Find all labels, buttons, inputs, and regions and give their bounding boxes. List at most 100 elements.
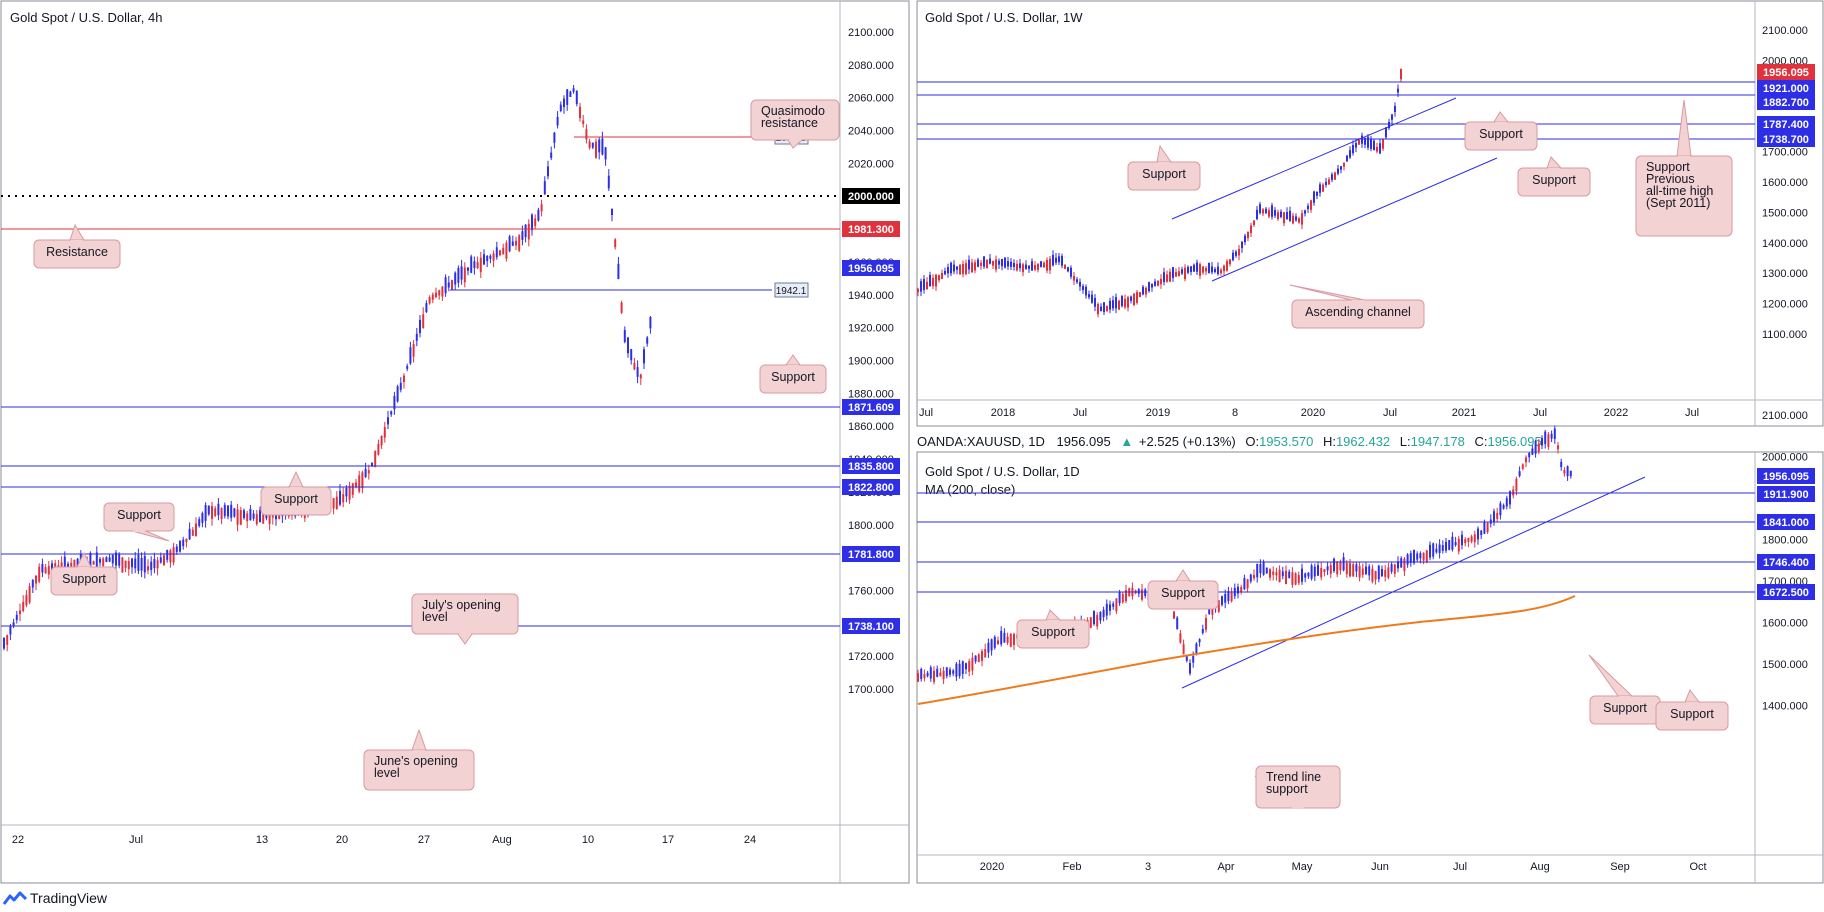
callout-label: Support (1532, 173, 1576, 187)
tradingview-brand: TradingView (30, 890, 108, 906)
candle-body (383, 426, 386, 438)
candle-body (1249, 574, 1252, 582)
candle-body (15, 614, 18, 621)
candle-body (953, 264, 955, 272)
x-tick-label: Sep (1610, 861, 1630, 873)
candle-body (473, 261, 476, 269)
candle-body (1518, 471, 1521, 477)
candle-body (201, 513, 204, 523)
tradingview-logo-icon (2, 891, 28, 905)
candle-body (1379, 143, 1381, 154)
candle-body (614, 239, 617, 248)
candle-body (1006, 636, 1009, 643)
candle-body (598, 139, 601, 153)
candle-body (1394, 105, 1396, 113)
candle-body (243, 510, 245, 518)
candle-body (492, 253, 495, 261)
candle-body (1009, 633, 1012, 647)
candle-body (1141, 589, 1143, 600)
candle-body (1275, 572, 1278, 576)
candle-body (1001, 259, 1003, 267)
x-tick-label: 2018 (991, 407, 1015, 419)
candle-body (1043, 262, 1045, 268)
daily-panel-border (916, 451, 1824, 884)
candle-body (1425, 550, 1428, 563)
candle-body (1040, 261, 1042, 267)
svg-text:OANDA:XAUUSD, 1D 1956.09: OANDA:XAUUSD, 1D 1956.095 ▲ +2.525 (+0.1… (917, 434, 1542, 449)
candle-body (1274, 209, 1276, 216)
candle-body (1283, 212, 1285, 224)
candle-body (454, 272, 457, 285)
candle-body (1397, 561, 1399, 569)
candle-body (1085, 286, 1087, 296)
candle-body (1326, 566, 1329, 571)
candle-body (935, 274, 937, 287)
candle-body (1349, 150, 1351, 158)
level-tag-box (1757, 94, 1815, 110)
candle-body (1175, 272, 1177, 277)
candle-body (41, 564, 44, 573)
candle-body (1148, 282, 1150, 292)
level-tag-label: 1738.700 (1763, 134, 1809, 146)
candle-body (1230, 592, 1233, 602)
candle-body (636, 367, 639, 377)
candle-body (1137, 589, 1140, 594)
level-tag-label: 1871.609 (848, 402, 894, 414)
level-tag-label: 1882.700 (1763, 97, 1809, 109)
left-candles (3, 84, 652, 652)
candle-body (990, 639, 993, 651)
candle-body (1256, 209, 1258, 220)
candle-body (1268, 210, 1270, 217)
candle-body (361, 472, 364, 489)
level-tag-box (1757, 131, 1815, 147)
candle-body (1451, 536, 1454, 550)
callout-label: Quasimodo resistance (761, 104, 825, 130)
candle-body (1473, 534, 1476, 543)
candle-body (1211, 605, 1214, 615)
candle-body (1531, 448, 1534, 455)
candle-body (1061, 255, 1063, 266)
level-tags: 1956.095 1981.300 2000.000 1871.609 1835.800… (842, 64, 1815, 634)
candle-body (1227, 591, 1230, 602)
symbol-change: +2.525 (+0.13%) (1139, 434, 1236, 449)
candle-body (1364, 138, 1366, 145)
candle-body (1419, 553, 1422, 559)
candle-body (505, 242, 508, 259)
y-tick-label: 1920.000 (848, 323, 894, 335)
candle-body (1246, 579, 1249, 589)
candle-body (1201, 628, 1204, 634)
candle-body (950, 262, 952, 274)
candle-body (1387, 567, 1390, 578)
candle-body (633, 362, 636, 370)
candle-body (595, 141, 597, 158)
candle-body (1486, 523, 1489, 533)
callout-label: Support (274, 492, 318, 506)
candle-body (252, 513, 255, 519)
candle-body (1173, 611, 1175, 619)
x-tick-label: 20 (336, 834, 348, 846)
candle-body (1052, 254, 1054, 266)
candle-body (1145, 287, 1147, 295)
candle-body (179, 540, 181, 552)
candle-body (441, 286, 444, 297)
y-tick-label: 1760.000 (848, 585, 894, 597)
candle-body (1271, 205, 1273, 217)
candle-body (1073, 275, 1075, 281)
candle-body (575, 90, 578, 105)
candle-body (1496, 512, 1499, 519)
candle-body (156, 560, 159, 569)
candle-body (44, 567, 47, 574)
level-tag-box (1757, 80, 1815, 96)
y-tick-label: 2040.000 (848, 126, 894, 138)
candle-body (1100, 306, 1102, 312)
callout: Support (1517, 156, 1591, 197)
candle-body (949, 669, 951, 675)
callout-label: Support (1670, 707, 1714, 721)
level-tag-label: 1841.000 (1763, 517, 1809, 529)
candle-body (1013, 262, 1015, 267)
candle-body (933, 670, 935, 682)
x-tick-label: 13 (256, 834, 268, 846)
candle-body (1004, 257, 1006, 268)
candle-body (371, 462, 373, 466)
candle-body (1247, 231, 1249, 239)
